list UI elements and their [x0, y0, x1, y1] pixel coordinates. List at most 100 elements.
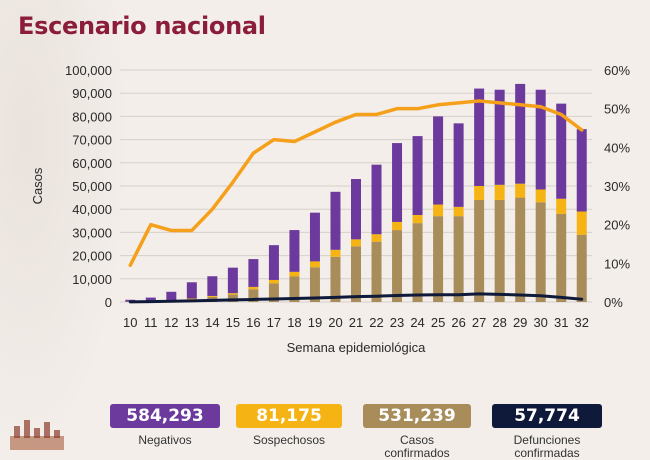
legend-defunciones: 57,774 Defunciones confirmadas [492, 404, 602, 458]
x-tick-label: 11 [144, 315, 158, 330]
bar-confirmados [392, 230, 402, 302]
line-defunciones-point [211, 299, 213, 301]
bar-sospechosos [289, 272, 299, 277]
bar-confirmados [577, 235, 587, 302]
bar-negativos [351, 179, 361, 239]
y-tick-label: 90,000 [72, 86, 112, 101]
legend-sospechosos-label: Sospechosos [236, 434, 342, 447]
bar-confirmados [556, 214, 566, 302]
line-percentage-point [396, 107, 399, 110]
x-tick-label: 31 [554, 315, 568, 330]
line-defunciones-point [581, 298, 583, 300]
legend-negativos-label: Negativos [110, 434, 220, 447]
y2-tick-label: 30% [604, 179, 630, 194]
line-percentage-point [375, 113, 378, 116]
bar-sospechosos [392, 222, 402, 230]
legend-defunciones-value: 57,774 [492, 404, 602, 428]
line-percentage-point [478, 99, 481, 102]
y-tick-label: 20,000 [72, 249, 112, 264]
bar-confirmados [474, 200, 484, 302]
bar-confirmados [351, 246, 361, 302]
y-tick-label: 40,000 [72, 202, 112, 217]
line-percentage-point [293, 140, 296, 143]
x-tick-label: 26 [451, 315, 465, 330]
y-tick-label: 80,000 [72, 109, 112, 124]
line-defunciones-point [396, 294, 398, 296]
bar-negativos [207, 276, 217, 296]
line-percentage-point [437, 103, 440, 106]
line-percentage-point [580, 128, 583, 131]
y-tick-label: 70,000 [72, 133, 112, 148]
bar-confirmados [372, 242, 382, 302]
line-defunciones-point [150, 300, 152, 302]
x-tick-label: 17 [267, 315, 281, 330]
legend-confirmados: 531,239 Casos confirmados [363, 404, 471, 458]
bar-sospechosos [577, 212, 587, 235]
bar-sospechosos [556, 199, 566, 214]
line-percentage-point [539, 105, 542, 108]
x-tick-label: 27 [472, 315, 486, 330]
x-tick-label: 24 [410, 315, 424, 330]
line-defunciones-point [416, 294, 418, 296]
line-percentage-point [170, 229, 173, 232]
bar-negativos [372, 165, 382, 235]
line-defunciones-point [129, 301, 131, 303]
line-percentage-point [334, 121, 337, 124]
line-percentage-point [457, 101, 460, 104]
bar-negativos [187, 282, 197, 298]
x-tick-label: 18 [287, 315, 301, 330]
bar-sospechosos [536, 189, 546, 202]
y-axis-title: Casos [30, 167, 45, 204]
chart: 010,00020,00030,00040,00050,00060,00070,… [0, 0, 650, 400]
line-percentage-point [272, 138, 275, 141]
line-defunciones-point [478, 293, 480, 295]
bar-sospechosos [433, 205, 443, 217]
legend-confirmados-label: Casos confirmados [382, 434, 452, 460]
line-defunciones-point [191, 300, 193, 302]
y2-tick-label: 10% [604, 256, 630, 271]
x-tick-label: 28 [492, 315, 506, 330]
bar-confirmados [330, 257, 340, 302]
line-defunciones-point [232, 299, 234, 301]
x-tick-label: 12 [164, 315, 178, 330]
y2-tick-label: 40% [604, 140, 630, 155]
line-percentage-point [313, 130, 316, 133]
bar-sospechosos [228, 293, 238, 294]
line-percentage-point [560, 113, 563, 116]
legend-sospechosos-value: 81,175 [236, 404, 342, 428]
line-percentage-point [211, 208, 214, 211]
y2-tick-label: 20% [604, 218, 630, 233]
bar-sospechosos [413, 215, 423, 223]
x-tick-label: 23 [390, 315, 404, 330]
line-defunciones-point [293, 297, 295, 299]
line-defunciones-point [437, 294, 439, 296]
legend-negativos-value: 584,293 [110, 404, 220, 428]
x-tick-label: 15 [226, 315, 240, 330]
x-tick-label: 19 [308, 315, 322, 330]
line-percentage-point [355, 113, 358, 116]
bar-confirmados [413, 223, 423, 302]
bar-confirmados [536, 202, 546, 302]
bar-negativos [289, 230, 299, 272]
x-tick-label: 21 [349, 315, 363, 330]
bar-sospechosos [330, 250, 340, 257]
y-tick-label: 100,000 [65, 63, 112, 78]
x-tick-label: 29 [513, 315, 527, 330]
line-percentage-point [519, 103, 522, 106]
x-tick-label: 10 [123, 315, 137, 330]
line-defunciones-point [539, 295, 541, 297]
bar-negativos [474, 89, 484, 186]
line-defunciones-point [170, 300, 172, 302]
line-percentage-point [231, 181, 234, 184]
bar-negativos [515, 84, 525, 184]
x-tick-label: 32 [575, 315, 589, 330]
bar-sospechosos [187, 299, 197, 300]
bar-negativos [433, 116, 443, 204]
bar-sospechosos [351, 239, 361, 246]
bar-negativos [392, 143, 402, 222]
y-tick-label: 0 [105, 295, 112, 310]
bar-sospechosos [495, 185, 505, 200]
line-defunciones-point [457, 294, 459, 296]
line-defunciones-point [252, 298, 254, 300]
x-tick-label: 14 [205, 315, 219, 330]
